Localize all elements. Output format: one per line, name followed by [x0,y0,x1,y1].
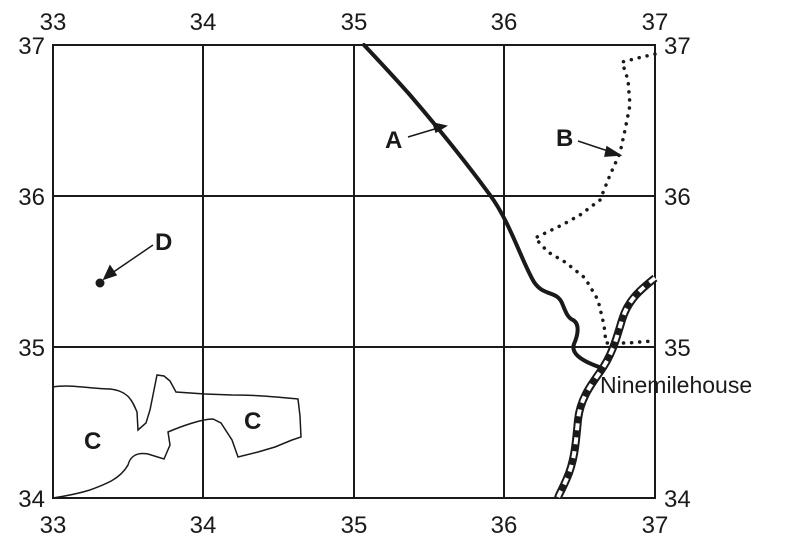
arrow-head-icon [604,145,623,157]
bottom-easting-label: 35 [341,512,368,539]
bottom-easting-label: 36 [491,512,518,539]
bottom-easting-label: 37 [642,512,669,539]
pointer-arrows [102,121,623,281]
left-northing-label: 36 [18,184,45,211]
right-northing-label: 36 [664,184,691,211]
area-c-outline [52,374,302,499]
arrow-a-pointer [407,127,439,138]
bottom-easting-label: 33 [40,512,67,539]
arrow-head-icon [102,264,118,281]
arrow-b-pointer [577,140,612,153]
label-d: D [155,229,172,256]
label-b: B [556,125,573,152]
right-northing-labels: 37 36 35 34 [664,33,691,513]
label-c-east: C [244,408,261,435]
arrow-head-icon [431,121,448,134]
top-easting-label: 37 [642,9,669,36]
railway-line [554,274,658,499]
top-easting-label: 35 [341,9,368,36]
feature-d-point [95,278,105,288]
top-easting-label: 34 [190,9,217,36]
bottom-easting-labels: 33 34 35 36 37 [40,512,669,539]
label-c-west: C [84,428,101,455]
bottom-easting-label: 34 [190,512,217,539]
right-northing-label: 34 [664,486,691,513]
feature-a-road [362,43,604,370]
arrow-d-pointer [111,244,154,274]
label-a: A [385,127,402,154]
right-northing-label: 37 [664,33,691,60]
left-northing-labels: 37 36 35 34 [18,33,45,513]
left-northing-label: 37 [18,33,45,60]
top-easting-label: 33 [40,9,67,36]
place-name-label: Ninemilehouse [600,372,752,398]
top-easting-labels: 33 34 35 36 37 [40,9,669,36]
grid-lines [52,44,656,499]
left-northing-label: 34 [18,486,45,513]
feature-b-footpath [532,52,657,345]
top-easting-label: 36 [491,9,518,36]
right-northing-label: 35 [664,335,691,362]
left-northing-label: 35 [18,335,45,362]
